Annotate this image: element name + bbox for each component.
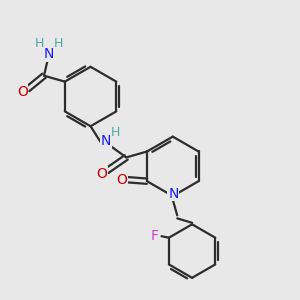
Text: O: O: [116, 173, 127, 187]
Text: F: F: [151, 229, 159, 243]
Text: N: N: [168, 187, 178, 201]
Text: H: H: [54, 38, 64, 50]
Text: O: O: [17, 85, 28, 99]
Text: H: H: [111, 126, 121, 139]
Text: H: H: [34, 38, 44, 50]
Text: N: N: [43, 47, 54, 61]
Text: N: N: [101, 134, 112, 148]
Text: O: O: [96, 167, 107, 181]
